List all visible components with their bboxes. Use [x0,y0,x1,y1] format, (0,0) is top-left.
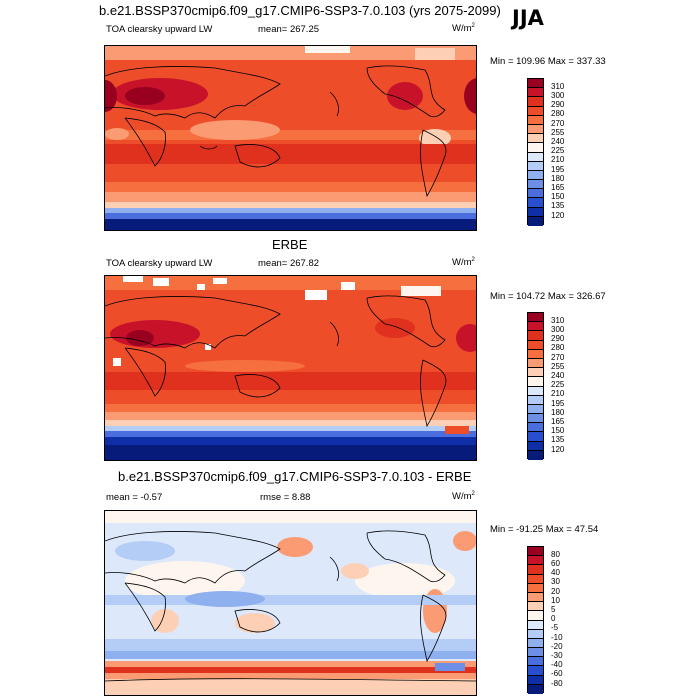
panel-1-tick-label: 225 [551,146,565,155]
panel-2-tick-label: 310 [551,316,565,325]
panel-1-tick-label: 300 [551,91,565,100]
panel-2-variable-label: TOA clearsky upward LW [106,258,213,269]
panel-3-tick-label: 20 [551,587,560,596]
panel-2-minmax: Min = 104.72 Max = 326.67 [490,291,606,302]
panel-2-tick-label: 290 [551,334,565,343]
panel-1-tick-label: 270 [551,119,565,128]
panel-1-colorbar [527,78,544,226]
panel-2-tick-label: 135 [551,435,565,444]
panel-1-mean-label: mean= 267.25 [258,24,320,35]
panel-3-tick-label: -5 [551,623,559,632]
panel-1-units: W/m2 [452,23,475,35]
panel-3-rmse-label: rmse = 8.88 [260,492,311,503]
panel-1-tick-label: 240 [551,137,565,146]
panel-2-units: W/m2 [452,257,475,269]
panel-1-tick-label: 120 [551,211,565,220]
panel-1-tick-label: 290 [551,100,565,109]
panel-3-tick-label: -20 [551,642,563,651]
panel-3-tick-label: -10 [551,633,563,642]
panel-1-variable-label: TOA clearsky upward LW [106,24,213,35]
panel-3-tick-label: -40 [551,660,563,669]
panel-2-tick-label: 270 [551,353,565,362]
panel-1-tick-label: 210 [551,155,565,164]
season-label: JJA [512,6,544,30]
panel-1-tick-label: 255 [551,128,565,137]
panel-1-tick-label: 195 [551,165,565,174]
panel-1-title: b.e21.BSSP370cmip6.f09_g17.CMIP6-SSP3-7.… [99,3,501,18]
panel-2-title: ERBE [272,237,308,252]
panel-2-tick-label: 240 [551,371,565,380]
panel-2-colorbar [527,312,544,460]
panel-2-tick-label: 120 [551,445,565,454]
panel-3-units: W/m2 [452,491,475,503]
panel-3-minmax: Min = -91.25 Max = 47.54 [490,524,599,535]
panel-2-tick-label: 150 [551,426,565,435]
panel-2-mean-label: mean= 267.82 [258,258,320,269]
panel-3-title: b.e21.BSSP370cmip6.f09_g17.CMIP6-SSP3-7.… [118,469,472,484]
panel-3-tick-label: 5 [551,605,556,614]
panel-1-tick-label: 310 [551,82,565,91]
panel-2-tick-label: 300 [551,325,565,334]
panel-1-map [104,45,477,231]
panel-1-tick-label: 180 [551,174,565,183]
panel-3-tick-label: -60 [551,669,563,678]
panel-3-mean-label: mean = -0.57 [106,492,163,503]
panel-3-tick-label: 80 [551,550,560,559]
panel-2-tick-label: 280 [551,343,565,352]
panel-2-tick-label: 195 [551,399,565,408]
panel-2-map [104,275,477,461]
panel-3-tick-label: -80 [551,679,563,688]
panel-3-tick-label: 60 [551,559,560,568]
panel-1-tick-label: 135 [551,201,565,210]
panel-3-colorbar [527,546,544,694]
panel-1-tick-label: 150 [551,192,565,201]
panel-2-tick-label: 210 [551,389,565,398]
panel-3-tick-label: -30 [551,651,563,660]
panel-3-tick-label: 10 [551,596,560,605]
panel-1-tick-label: 165 [551,183,565,192]
panel-3-tick-label: 30 [551,577,560,586]
panel-1-tick-label: 280 [551,109,565,118]
panel-2-tick-label: 225 [551,380,565,389]
panel-2-tick-label: 255 [551,362,565,371]
panel-3-map [104,510,477,696]
panel-3-tick-label: 40 [551,568,560,577]
panel-3-tick-label: 0 [551,614,556,623]
panel-2-tick-label: 180 [551,408,565,417]
panel-1-minmax: Min = 109.96 Max = 337.33 [490,56,606,67]
panel-2-tick-label: 165 [551,417,565,426]
